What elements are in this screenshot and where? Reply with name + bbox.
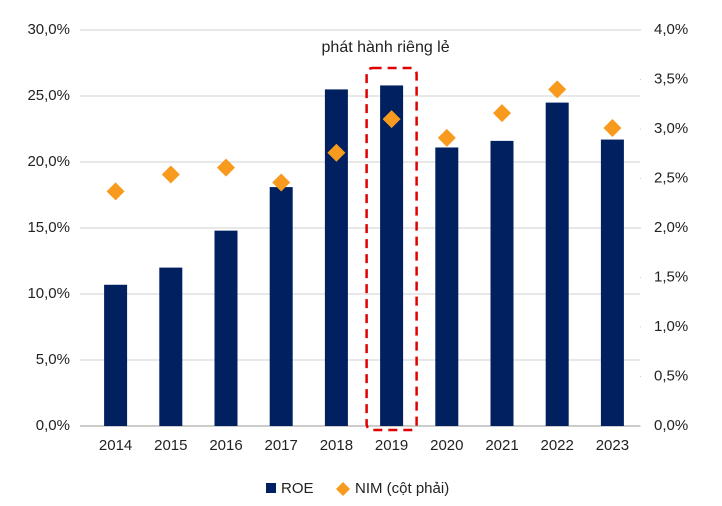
y-tick-label: 10,0% bbox=[27, 285, 70, 302]
y2-tick-label: 1,0% bbox=[654, 318, 688, 335]
highlight-box bbox=[365, 66, 418, 432]
y-tick-label: 15,0% bbox=[27, 219, 70, 236]
y2-tick-label: 0,5% bbox=[654, 367, 688, 384]
x-tick-label: 2016 bbox=[209, 437, 242, 454]
x-tick-label: 2023 bbox=[596, 437, 629, 454]
nim-marker bbox=[548, 80, 567, 99]
nim-marker bbox=[161, 165, 180, 184]
y2-tick-label: 4,0% bbox=[654, 21, 688, 38]
nim-marker bbox=[272, 173, 291, 192]
x-tick-label: 2020 bbox=[430, 437, 463, 454]
nim-marker bbox=[437, 128, 456, 147]
x-tick-label: 2019 bbox=[375, 437, 408, 454]
y-tick-label: 0,0% bbox=[36, 417, 70, 434]
bar bbox=[104, 284, 128, 426]
x-tick-label: 2018 bbox=[320, 437, 353, 454]
y2-tick-label: 3,0% bbox=[654, 120, 688, 137]
y-tick-label: 5,0% bbox=[36, 351, 70, 368]
y2-tick-label: 2,0% bbox=[654, 219, 688, 236]
bar bbox=[159, 267, 183, 426]
y-tick-label: 30,0% bbox=[27, 21, 70, 38]
nim-marker bbox=[327, 143, 346, 162]
x-tick-label: 2014 bbox=[99, 437, 132, 454]
bar bbox=[380, 85, 404, 426]
legend-swatch bbox=[266, 483, 276, 493]
bar bbox=[214, 230, 238, 426]
legend-label: ROE bbox=[281, 480, 314, 497]
x-tick-label: 2017 bbox=[265, 437, 298, 454]
bar bbox=[324, 89, 348, 427]
x-tick-label: 2015 bbox=[154, 437, 187, 454]
nim-marker bbox=[493, 104, 511, 123]
bar bbox=[490, 140, 514, 426]
y2-tick-label: 1,5% bbox=[654, 268, 688, 285]
nim-marker bbox=[106, 182, 125, 201]
legend-label: NIM (cột phải) bbox=[355, 480, 449, 497]
y-tick-label: 20,0% bbox=[27, 153, 70, 170]
bar bbox=[600, 139, 624, 426]
nim-marker bbox=[217, 158, 235, 177]
x-tick-label: 2022 bbox=[541, 437, 574, 454]
y2-tick-label: 0,0% bbox=[654, 417, 688, 434]
legend-swatch bbox=[336, 482, 350, 496]
bar bbox=[545, 102, 569, 426]
y2-tick-label: 2,5% bbox=[654, 169, 688, 186]
y2-tick-label: 3,5% bbox=[654, 70, 688, 87]
nim-marker bbox=[603, 119, 622, 138]
y-tick-label: 25,0% bbox=[27, 87, 70, 104]
bar bbox=[269, 187, 293, 426]
x-tick-label: 2021 bbox=[485, 437, 518, 454]
bar bbox=[435, 147, 459, 427]
annotation: phát hành riêng lẻ bbox=[322, 39, 450, 56]
nim-marker bbox=[382, 110, 401, 129]
